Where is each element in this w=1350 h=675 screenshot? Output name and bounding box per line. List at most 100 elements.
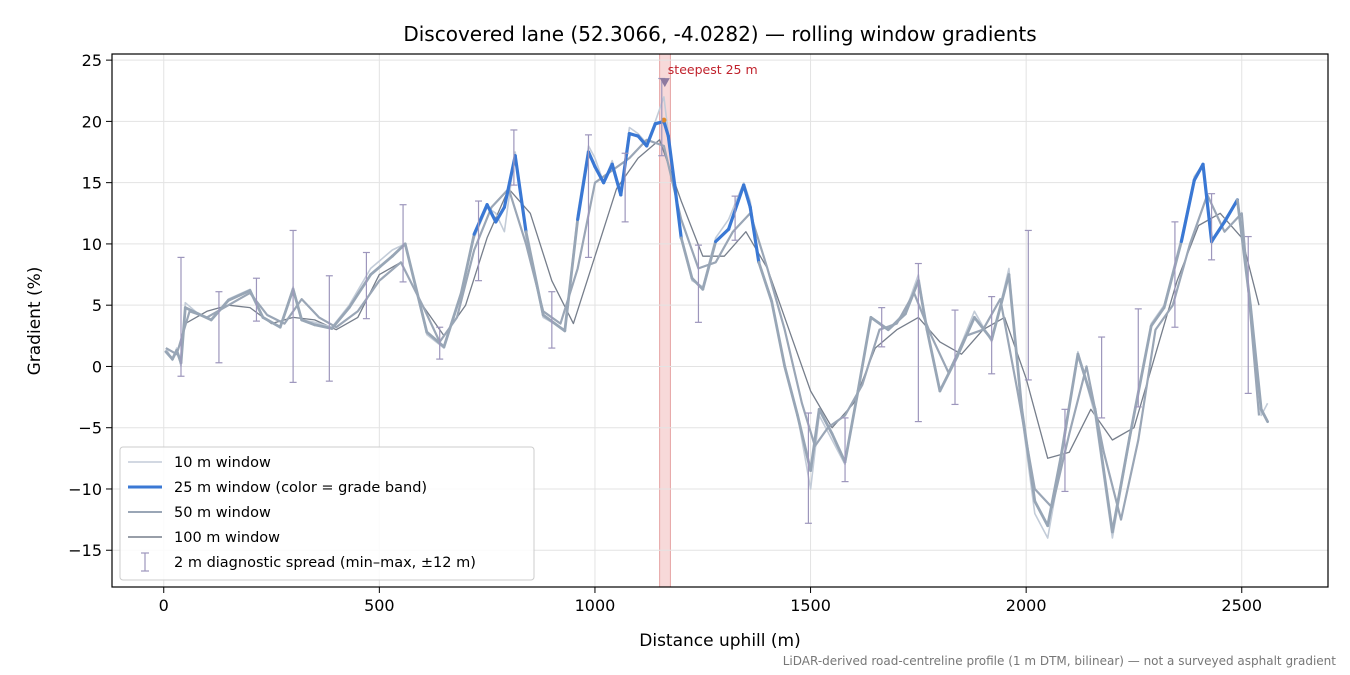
line-25m-segment (347, 273, 373, 310)
legend-box (119, 446, 535, 581)
line-25m-segment (601, 162, 614, 185)
y-tick-label: 0 (92, 357, 102, 376)
line-50m (165, 138, 1261, 521)
errorbar (951, 309, 959, 406)
line-25m-segment (593, 165, 606, 185)
series-25m-window (164, 117, 1269, 534)
line-25m-segment (679, 236, 694, 280)
errorbar (584, 134, 592, 258)
y-tick-label: 15 (82, 174, 102, 193)
line-25m-segment (459, 232, 476, 295)
errorbar (1061, 408, 1069, 493)
line-25m-segment (1162, 240, 1183, 310)
errorbar (914, 262, 922, 423)
steepest-label: steepest 25 m (668, 62, 758, 77)
legend-label-50m: 50 m window (174, 505, 271, 521)
line-25m-segment (917, 279, 929, 332)
line-25m-segment (817, 407, 834, 436)
line-25m-segment (278, 287, 295, 329)
line-25m-segment (666, 134, 677, 187)
legend-label-25m: 25 m window (color = grade band) (174, 480, 427, 496)
line-25m-segment (563, 217, 580, 333)
line-25m-segment (1249, 303, 1263, 411)
errorbar (1208, 193, 1216, 261)
line-25m-segment (938, 355, 959, 393)
y-tick-label: 5 (92, 296, 102, 315)
line-25m-segment (856, 315, 873, 393)
line-25m-segment (369, 254, 394, 277)
x-axis-ticks: 0 500 1000 1500 2000 2500 (159, 587, 1262, 615)
steepest-marker (659, 78, 670, 88)
legend-swatch-errorbar (141, 552, 149, 572)
line-25m-segment (513, 154, 528, 234)
line-25m-segment (425, 330, 446, 349)
legend: 10 m window 25 m window (color = grade b… (119, 446, 535, 581)
line-25m-segment (1007, 273, 1024, 411)
line-25m-segment (1222, 198, 1240, 224)
y-tick-label: 20 (82, 112, 102, 131)
x-tick-label: 1000 (575, 596, 616, 615)
line-25m-segment (1020, 407, 1037, 503)
line-25m-segment (1033, 499, 1050, 528)
line-25m-segment (783, 364, 799, 417)
diagnostic-spread-errorbars (177, 77, 1252, 524)
line-25m-segment (990, 273, 1011, 341)
line-25m-segment (809, 407, 821, 473)
line-25m-segment (1201, 162, 1214, 244)
errorbar (1134, 308, 1142, 408)
y-tick-label: −5 (78, 419, 102, 438)
line-25m-segment (1111, 436, 1131, 534)
line-25m-segment (610, 162, 623, 197)
line-25m-segment (1209, 220, 1227, 244)
errorbar (878, 307, 886, 348)
line-25m-segment (164, 350, 174, 361)
axes-frame (111, 53, 1329, 588)
line-25m-segment (209, 298, 230, 322)
series-100m-window (184, 139, 1260, 459)
line-25m-segment (1128, 324, 1153, 439)
errorbar (289, 229, 297, 383)
line-25m-segment (1179, 178, 1196, 244)
line-25m-segment (973, 315, 994, 341)
line-25m-segment (1059, 352, 1080, 460)
line-25m-segment (261, 315, 282, 329)
line-25m-segment (886, 312, 907, 332)
line-25m-segment (1046, 456, 1063, 528)
line-25m-segment (645, 122, 657, 148)
line-25m-segment (524, 230, 545, 317)
line-25m-segment (226, 289, 252, 302)
line-25m-segment (300, 318, 317, 327)
line-25m-segment (586, 150, 597, 169)
errorbar (510, 129, 518, 186)
legend-label-errorbar: 2 m diagnostic spread (min–max, ±12 m) (174, 555, 476, 571)
legend-label-100m: 100 m window (174, 530, 280, 546)
series-50m-window (165, 138, 1261, 521)
errorbar (399, 204, 407, 283)
line-25m-segment (770, 300, 787, 368)
line-25m-segment (1259, 407, 1269, 424)
line-25m-segment (576, 150, 591, 221)
line-25m-segment (830, 432, 847, 464)
legend-label-10m: 10 m window (174, 455, 271, 471)
line-25m-segment (690, 276, 705, 291)
line-25m-segment (843, 389, 860, 464)
line-25m-segment (330, 306, 351, 330)
line-25m-segment (494, 205, 506, 224)
y-tick-label: −15 (68, 541, 102, 560)
line-25m-segment (925, 328, 942, 393)
chart-title: Discovered lane (52.3066, -4.0282) — rol… (403, 22, 1036, 46)
errorbar (804, 412, 812, 524)
line-25m-segment (485, 203, 498, 224)
line-25m-segment (403, 242, 429, 334)
line-100m (184, 139, 1260, 459)
line-25m-segment (748, 205, 761, 264)
errorbar (988, 296, 996, 375)
line-25m-segment (183, 306, 200, 316)
y-tick-label: 10 (82, 235, 102, 254)
errorbar (1244, 235, 1252, 395)
errorbar (1024, 229, 1032, 381)
line-25m-segment (291, 287, 304, 322)
errorbar (177, 256, 185, 377)
errorbar (548, 291, 556, 349)
